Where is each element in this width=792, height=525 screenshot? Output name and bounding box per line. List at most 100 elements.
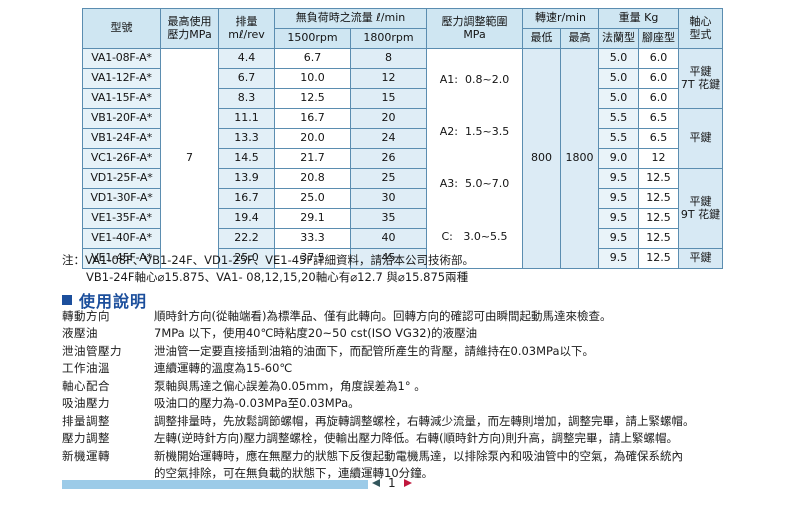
shaft-type-line1: 平鍵 (689, 194, 712, 208)
header-weight-flange: 法蘭型 (598, 28, 640, 49)
instruction-description: 調整排量時，先放鬆調節螺帽，再旋轉調整螺栓，右轉減少流量，而左轉則增加，調整完畢… (154, 413, 762, 430)
instruction-description-line1: 新機開始運轉時，應在無壓力的狀態下反復起動電機馬達，以排除泵內和吸油管中的空氣，… (154, 448, 683, 463)
header-shaft-type: 軸心 型式 (678, 8, 724, 49)
cell-flow-1500: 10.0 (274, 68, 351, 89)
cell-weight-flange: 9.0 (598, 148, 640, 169)
instruction-description-line1: 吸油口的壓力為-0.03MPa至0.03MPa。 (154, 396, 360, 411)
cell-pressure-range: A1: 0.8~2.0 A2: 1.5~3.5 A3: 5.0~7.0 C: 3.0~… (426, 48, 523, 269)
cell-model: VE1-45F-A* (82, 248, 161, 269)
table-row: VB1-24F-A* 13.3 20.0 24 5.5 6.5 (82, 128, 723, 149)
cell-flow-1800: 8 (350, 48, 427, 69)
page-number: 1 (388, 476, 396, 490)
section-heading-label: 使用說明 (79, 292, 148, 311)
cell-flow-1800: 35 (350, 208, 427, 229)
header-max-pressure-line2: 壓力MPa (167, 27, 212, 41)
header-displacement-line1: 排量 (235, 14, 258, 28)
cell-model: VA1-15F-A* (82, 88, 161, 109)
cell-flow-1500: 33.3 (274, 228, 351, 249)
header-flow-1800rpm: 1800rpm (350, 28, 427, 49)
cell-max-pressure: 7 (160, 48, 219, 269)
instruction-description: 新機開始運轉時，應在無壓力的狀態下反復起動電機馬達，以排除泵內和吸油管中的空氣，… (154, 448, 762, 483)
instruction-description: 連續運轉的溫度為15-60℃ (154, 360, 762, 377)
instruction-row: 壓力調整 左轉(逆時針方向)壓力調整螺栓，使輸出壓力降低。右轉(順時針方向)則升高… (62, 430, 762, 447)
cell-speed-min: 800 (522, 48, 561, 269)
instruction-row: 泄油管壓力 泄油管一定要直接插到油箱的油面下，而配管所產生的背壓，請維持在0.03… (62, 343, 762, 360)
cell-weight-flange: 5.5 (598, 108, 640, 129)
square-bullet-icon (62, 295, 72, 305)
cell-flow-1800: 15 (350, 88, 427, 109)
next-page-arrow-icon[interactable] (403, 479, 412, 487)
cell-model: VC1-26F-A* (82, 148, 161, 169)
cell-weight-foot: 12.5 (638, 228, 680, 249)
instruction-description-line1: 泵軸與馬達之偏心誤差為0.05mm，角度誤差為1° 。 (154, 378, 426, 393)
instruction-row: 軸心配合 泵軸與馬達之偏心誤差為0.05mm，角度誤差為1° 。 (62, 378, 762, 395)
cell-flow-1800: 26 (350, 148, 427, 169)
cell-weight-foot: 6.5 (638, 108, 680, 129)
instruction-term: 工作油溫 (62, 361, 110, 376)
header-displacement-line2: mℓ/rev (228, 27, 265, 41)
cell-weight-foot: 6.0 (638, 48, 680, 69)
pressure-range-option-2: A2: 1.5~3.5 (439, 125, 510, 139)
header-weight-foot: 腳座型 (638, 28, 680, 49)
header-pressure-range: 壓力調整範圍 MPa (426, 8, 523, 49)
cell-weight-flange: 9.5 (598, 168, 640, 189)
cell-shaft-type: 平鍵 (678, 248, 724, 269)
instruction-description-line2: 的空氣排除，可在無負載的狀態下，連續運轉10分鐘。 (154, 466, 434, 481)
cell-model: VA1-08F-A* (82, 48, 161, 69)
instruction-description-line1: 調整排量時，先放鬆調節螺帽，再旋轉調整螺栓，右轉減少流量，而左轉則增加，調整完畢… (154, 413, 695, 428)
cell-displacement: 11.1 (218, 108, 275, 129)
table-row: VA1-08F-A* 7 4.4 6.7 8 A1: 0.8~2.0 A2: 1.5~3.5… (82, 48, 724, 269)
cell-flow-1800: 20 (350, 108, 427, 129)
footer-rule (62, 480, 368, 489)
cell-flow-1800: 12 (350, 68, 427, 89)
header-shaft-type-line1: 軸心 (689, 14, 712, 28)
cell-weight-foot: 6.0 (638, 88, 680, 109)
cell-flow-1500: 12.5 (274, 88, 351, 109)
instruction-description-line1: 連續運轉的溫度為15-60℃ (154, 361, 293, 376)
instruction-description-line1: 順時針方向(從軸端看)為標準品、僅有此轉向。回轉方向的確認可由瞬間起動馬達來檢查… (154, 309, 612, 323)
cell-shaft-type: 平鍵 (678, 108, 724, 169)
instruction-row: 液壓油 7MPa 以下，使用40℃時粘度20~50 cst(ISO VG32)的液… (62, 325, 762, 342)
table-notes: 注：VA1-08F、VB1-24F、VD1-25F、VE1-45F詳細資料，請洽… (62, 252, 722, 285)
cell-displacement: 6.7 (218, 68, 275, 89)
cell-weight-foot: 6.5 (638, 128, 680, 149)
cell-model: VD1-30F-A* (82, 188, 161, 209)
instruction-term: 轉動方向 (62, 309, 110, 323)
header-shaft-type-line2: 型式 (689, 27, 712, 41)
table-body: VA1-08F-A* 7 4.4 6.7 8 A1: 0.8~2.0 A2: 1.5~3.5… (82, 48, 724, 269)
cell-displacement: 13.9 (218, 168, 275, 189)
cell-displacement: 8.3 (218, 88, 275, 109)
table-row: VA1-12F-A* 6.7 10.0 12 5.0 6.0 (82, 68, 723, 89)
table-row: VC1-26F-A* 14.5 21.7 26 9.0 12 (82, 148, 723, 169)
table-row: VE1-40F-A* 22.2 33.3 40 9.5 12.5 (82, 228, 723, 249)
instruction-row: 工作油溫 連續運轉的溫度為15-60℃ (62, 360, 762, 377)
table-row: VE1-35F-A* 19.4 29.1 35 9.5 12.5 (82, 208, 723, 229)
shaft-type-line2: 9T 花鍵 (680, 207, 721, 221)
header-max-pressure: 最高使用 壓力MPa (160, 8, 219, 49)
cell-flow-1500: 25.0 (274, 188, 351, 209)
instruction-term: 排量調整 (62, 413, 110, 428)
cell-model: VA1-12F-A* (82, 68, 161, 89)
header-speed-group: 轉速r/min (521, 8, 600, 29)
cell-shaft-type: 平鍵 9T 花鍵 (678, 168, 724, 249)
shaft-type-line1: 平鍵 (689, 64, 712, 78)
cell-flow-1500: 16.7 (274, 108, 351, 129)
instruction-term: 壓力調整 (62, 431, 110, 446)
note-line-1: 注：VA1-08F、VB1-24F、VD1-25F、VE1-45F詳細資料，請洽… (62, 253, 474, 267)
cell-weight-foot: 12.5 (638, 168, 680, 189)
pressure-range-option-1: A1: 0.8~2.0 (439, 72, 510, 86)
instruction-row: 排量調整 調整排量時，先放鬆調節螺帽，再旋轉調整螺栓，右轉減少流量，而左轉則增加，… (62, 413, 762, 430)
cell-model: VD1-25F-A* (82, 168, 161, 189)
cell-displacement: 13.3 (218, 128, 275, 149)
cell-model: VE1-40F-A* (82, 228, 161, 249)
instruction-row: 轉動方向 順時針方向(從軸端看)為標準品、僅有此轉向。回轉方向的確認可由瞬間起動馬… (62, 308, 762, 325)
header-speed-max: 最高 (559, 28, 600, 49)
shaft-type-line2: 7T 花鍵 (680, 77, 721, 91)
instruction-description-line1: 7MPa 以下，使用40℃時粘度20~50 cst(ISO VG32)的液壓油 (154, 326, 478, 341)
header-weight-group: 重量 Kg (598, 8, 680, 29)
instruction-term: 吸油壓力 (62, 396, 110, 411)
instruction-term: 液壓油 (62, 326, 98, 341)
previous-page-arrow-icon[interactable] (372, 479, 380, 487)
cell-flow-1500: 37.5 (274, 248, 351, 269)
cell-flow-1500: 20.0 (274, 128, 351, 149)
